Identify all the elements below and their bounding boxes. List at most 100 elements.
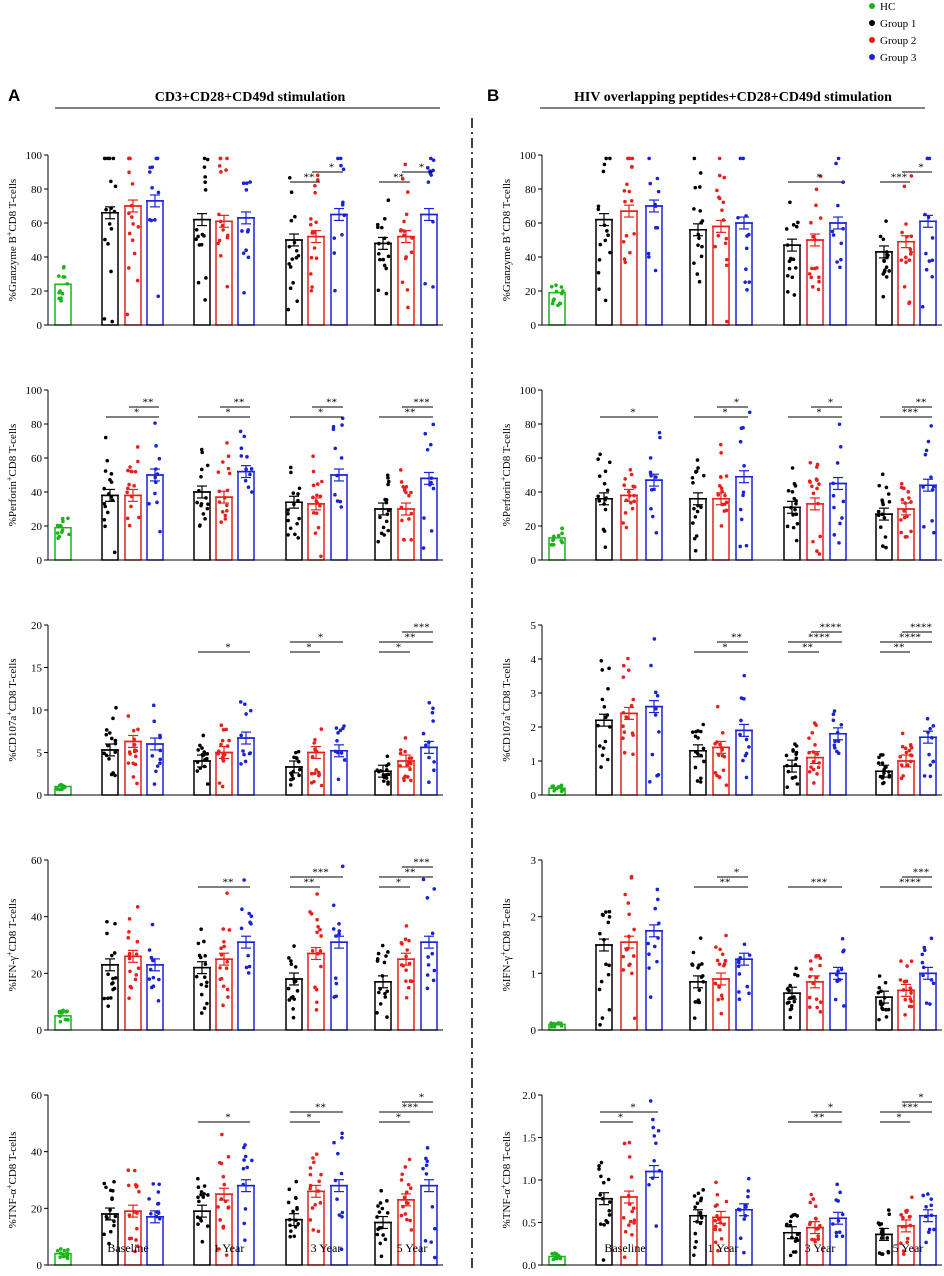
- dot-group3: [430, 1205, 435, 1209]
- dot-hc: [552, 788, 556, 793]
- dot-hc: [62, 264, 66, 269]
- dot-group3: [836, 156, 841, 161]
- dot-group1: [297, 486, 302, 491]
- y-tick-label: 1: [531, 968, 537, 980]
- dot-group1: [596, 723, 600, 728]
- dot-group1: [604, 1219, 608, 1223]
- dot-group2: [632, 499, 637, 504]
- dot-group3: [657, 430, 662, 435]
- dot-group1: [886, 1007, 891, 1012]
- dot-group1: [194, 227, 199, 232]
- dot-group2: [310, 755, 315, 759]
- dot-hc: [55, 787, 59, 791]
- dot-group1: [291, 1015, 296, 1020]
- dot-group2: [818, 1010, 823, 1014]
- dot-group2: [899, 763, 904, 767]
- dot-group3: [238, 700, 243, 704]
- dot-group3: [741, 425, 745, 430]
- dot-group2: [408, 761, 413, 766]
- dot-group3: [655, 693, 660, 698]
- dot-group2: [718, 1227, 722, 1232]
- dot-group2: [807, 770, 812, 774]
- dot-group1: [295, 521, 299, 526]
- dot-group1: [881, 544, 885, 548]
- dot-group2: [814, 203, 818, 208]
- dot-group3: [432, 887, 437, 891]
- dot-group2: [818, 963, 822, 968]
- dot-group2: [817, 552, 822, 556]
- dot-group3: [838, 444, 843, 449]
- dot-group2: [623, 511, 628, 515]
- dot-group2: [810, 285, 815, 289]
- dot-group3: [423, 1239, 428, 1243]
- dot-group2: [134, 973, 139, 977]
- dot-group3: [432, 1255, 437, 1260]
- dot-group3: [336, 1151, 340, 1156]
- dot-group1: [106, 242, 110, 246]
- x-label-a-baseline: Baseline: [107, 1241, 148, 1255]
- dot-group2: [309, 255, 314, 260]
- dot-group1: [104, 728, 109, 732]
- dot-group2: [905, 534, 909, 539]
- dot-group1: [200, 746, 204, 750]
- dot-group1: [887, 1212, 892, 1217]
- dot-group1: [288, 286, 293, 290]
- bar-group2: [806, 503, 824, 561]
- dot-group1: [104, 732, 109, 737]
- y-tick-label: 20: [31, 1203, 43, 1215]
- dot-group3: [432, 760, 436, 764]
- dot-group1: [108, 477, 112, 482]
- bar-group3: [146, 474, 164, 561]
- dot-group2: [818, 174, 823, 178]
- dot-group2: [226, 466, 231, 471]
- dot-group1: [791, 513, 795, 517]
- dot-group2: [315, 482, 320, 486]
- dot-group1: [199, 1219, 204, 1223]
- dot-group2: [713, 1240, 718, 1245]
- dot-group2: [311, 1156, 315, 1160]
- dot-group2: [717, 196, 722, 201]
- dot-group3: [745, 288, 749, 292]
- dot-group2: [315, 173, 320, 178]
- bar-group3: [829, 222, 847, 326]
- dot-group2: [219, 1161, 224, 1166]
- dot-group3: [835, 260, 839, 264]
- y-axis-label: %TNF-α+CD8 T-cells: [499, 1132, 514, 1229]
- dot-group3: [647, 1182, 651, 1187]
- dot-group1: [293, 214, 297, 219]
- y-tick-label: 80: [525, 184, 537, 196]
- y-tick-label: 2: [531, 912, 537, 924]
- dot-group2: [316, 178, 320, 182]
- dot-group1: [201, 512, 206, 516]
- dot-group2: [904, 260, 908, 265]
- dot-group1: [109, 179, 113, 184]
- dot-group2: [909, 991, 913, 995]
- dot-group3: [244, 188, 249, 192]
- dot-group2: [630, 1209, 634, 1214]
- dot-group3: [831, 712, 836, 717]
- dot-group1: [879, 1236, 884, 1240]
- significance-label: **: [894, 642, 905, 654]
- dot-group2: [899, 481, 904, 486]
- dot-group1: [692, 1016, 697, 1020]
- dot-group1: [790, 489, 795, 494]
- dot-group2: [717, 775, 722, 779]
- dot-group1: [604, 156, 608, 161]
- y-tick-label: 1: [531, 756, 537, 768]
- dot-group1: [110, 953, 114, 958]
- dot-group1: [295, 989, 300, 993]
- dot-group1: [788, 200, 792, 205]
- dot-group2: [129, 469, 133, 474]
- dot-group1: [199, 927, 203, 931]
- dot-group3: [421, 877, 426, 882]
- dot-group2: [219, 953, 224, 957]
- dot-group1: [606, 920, 611, 925]
- dot-group1: [102, 317, 107, 321]
- dot-group3: [158, 529, 162, 534]
- dot-group1: [289, 777, 293, 782]
- significance-label: ****: [820, 622, 842, 634]
- dot-group1: [785, 1001, 790, 1005]
- dot-group1: [204, 276, 208, 280]
- dot-hc: [58, 1247, 63, 1251]
- dot-group1: [103, 237, 107, 242]
